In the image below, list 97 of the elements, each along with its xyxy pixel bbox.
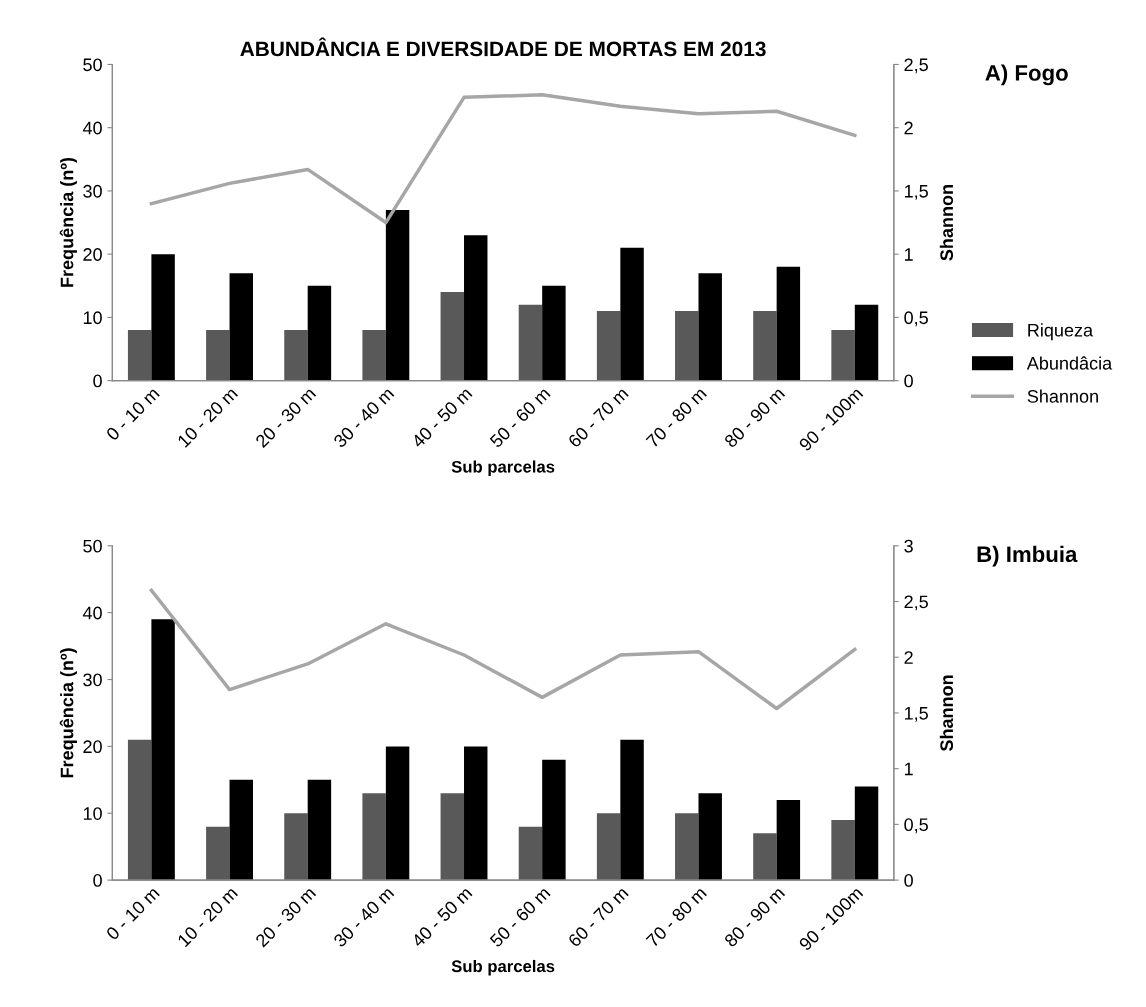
y2-tick-label: 2,5 (904, 58, 928, 74)
bar (596, 311, 621, 381)
bar (831, 330, 855, 381)
bar (127, 330, 152, 381)
y-tick-label: 40 (82, 121, 102, 135)
bar (776, 266, 801, 381)
x-tick-label: 20 - 30 m (254, 886, 317, 948)
bar (596, 813, 621, 881)
x-tick-label: 40 - 50 m (410, 386, 473, 449)
y-tick-label: 50 (83, 539, 102, 553)
y2-tick-label: 2 (904, 121, 913, 135)
x-tick-label: 10 - 20 m (176, 386, 239, 448)
y-axis-title: Frequência (nº) (59, 157, 77, 287)
bar (127, 739, 152, 881)
y2-tick-label: 1,5 (904, 707, 928, 722)
y2-tick-label: 2,5 (904, 595, 928, 611)
bar (284, 330, 308, 381)
bar (776, 799, 801, 881)
y2-tick-label: 3 (904, 539, 913, 553)
x-axis-title: Sub parcelas (451, 959, 555, 976)
x-tick-label: 60 - 70 m (567, 386, 629, 449)
y-tick-label: 30 (83, 184, 102, 198)
x-tick-label: 10 - 20 m (176, 886, 239, 948)
legend-label: Abundâcia (1026, 356, 1113, 370)
x-tick-label: 30 - 40 m (332, 886, 395, 948)
chart-title: ABUNDÂNCIA E DIVERSIDADE DE MORTAS EM 2013 (240, 37, 766, 57)
bar (675, 311, 699, 381)
y-tick-label: 40 (82, 606, 102, 620)
y2-tick-label: 0 (904, 374, 913, 388)
text: A) Fogo (985, 64, 1068, 86)
x-tick-label: 0 - 10 m (105, 886, 160, 941)
y-axis-title: Frequência (nº) (59, 648, 77, 778)
x-tick-label: 30 - 40 m (332, 386, 395, 449)
x-tick-label: 50 - 60 m (489, 386, 551, 449)
bar (698, 793, 722, 881)
x-tick-label: 40 - 50 m (410, 886, 473, 948)
bar (385, 209, 410, 381)
y2-tick-label: 2 (904, 651, 913, 664)
y2-tick-label: 1 (904, 248, 913, 261)
bar (151, 619, 175, 881)
bar (440, 292, 465, 381)
y2-tick-label: 0,5 (904, 311, 928, 327)
y2-tick-label: 0 (904, 874, 913, 887)
y-tick-label: 10 (83, 311, 102, 325)
bar (284, 813, 308, 881)
x-tick-label: 70 - 80 m (645, 386, 708, 449)
bar (542, 285, 566, 381)
bar (229, 273, 253, 381)
y2-tick-label: 0,5 (904, 818, 928, 834)
y-tick-label: 20 (83, 248, 102, 261)
legend-label: Shannon (1027, 389, 1098, 403)
bar (831, 819, 855, 881)
y-tick-label: 30 (83, 673, 102, 687)
y2-tick-label: 1,5 (904, 185, 928, 200)
bar (464, 235, 488, 381)
y-tick-label: 0 (93, 874, 102, 887)
line-series (149, 588, 857, 711)
y2-tick-label: 1 (904, 762, 913, 776)
bar (464, 746, 488, 881)
y-tick-label: 20 (83, 740, 102, 754)
x-tick-label: 50 - 60 m (489, 886, 551, 948)
bar (206, 826, 230, 881)
x-tick-label: 0 - 10 m (105, 386, 160, 442)
bar (620, 247, 644, 381)
x-tick-label: 60 - 70 m (567, 886, 629, 948)
line-series (149, 93, 857, 225)
x-axis-title: Sub parcelas (451, 460, 555, 476)
bar (307, 779, 332, 881)
bar (307, 285, 332, 381)
bar (542, 759, 566, 881)
bar (753, 311, 777, 381)
bar (698, 273, 722, 381)
x-tick-label: 20 - 30 m (254, 386, 317, 449)
x-tick-label: 70 - 80 m (645, 886, 708, 948)
y2-axis-title: Shannon (939, 675, 954, 752)
bar (518, 826, 543, 881)
bar (385, 746, 410, 881)
bar (362, 330, 386, 381)
y-tick-label: 10 (83, 807, 102, 820)
bar (620, 739, 644, 881)
bar (753, 833, 777, 881)
bar (151, 254, 175, 381)
x-tick-label: 80 - 90 m (723, 386, 786, 449)
bar (440, 793, 465, 881)
bar (675, 813, 699, 881)
y-tick-label: 50 (83, 58, 102, 72)
bar (854, 786, 879, 881)
x-tick-label: 80 - 90 m (723, 886, 786, 948)
y2-axis-title: Shannon (939, 185, 954, 261)
bar (518, 304, 543, 381)
bar (206, 330, 230, 381)
y-tick-label: 0 (93, 374, 102, 388)
legend-label: Riqueza (1028, 323, 1094, 341)
bar (229, 779, 253, 881)
text: B) Imbuia (977, 545, 1078, 567)
bar (854, 304, 879, 381)
bar (362, 793, 386, 881)
